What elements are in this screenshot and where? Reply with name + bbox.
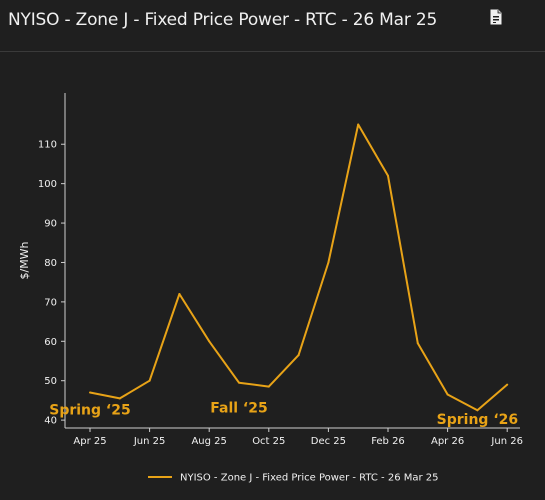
y-tick-label: 110 bbox=[38, 140, 57, 151]
x-tick-label: Jun 26 bbox=[490, 436, 523, 447]
x-tick-label: Aug 25 bbox=[191, 436, 226, 447]
x-tick-label: Jun 25 bbox=[133, 436, 166, 447]
y-tick-label: 100 bbox=[38, 179, 57, 190]
y-tick-label: 80 bbox=[44, 258, 57, 269]
chart-header: NYISO - Zone J - Fixed Price Power - RTC… bbox=[0, 0, 545, 52]
series-line bbox=[89, 123, 508, 412]
data-point bbox=[416, 342, 419, 345]
data-point bbox=[506, 383, 509, 386]
chart-axes: $/MWh bbox=[18, 93, 520, 429]
x-tick-label: Dec 25 bbox=[311, 436, 346, 447]
data-point bbox=[118, 397, 121, 400]
data-point bbox=[327, 261, 330, 264]
legend-label: NYISO - Zone J - Fixed Price Power - RTC… bbox=[180, 473, 439, 484]
x-tick-label: Apr 25 bbox=[73, 436, 106, 447]
x-tick-label: Oct 25 bbox=[252, 436, 285, 447]
data-point bbox=[476, 409, 479, 412]
chart-annotation: Fall ‘25 bbox=[210, 400, 267, 416]
x-tick-label: Apr 26 bbox=[431, 436, 464, 447]
data-point bbox=[446, 393, 449, 396]
chart-annotation: Spring ‘25 bbox=[49, 402, 130, 418]
data-point bbox=[357, 123, 360, 126]
x-tick-label: Feb 26 bbox=[371, 436, 405, 447]
y-tick-label: 50 bbox=[44, 376, 57, 387]
data-point bbox=[387, 174, 389, 177]
chart-title: NYISO - Zone J - Fixed Price Power - RTC… bbox=[8, 10, 438, 30]
data-point bbox=[178, 293, 181, 295]
y-tick-label: 90 bbox=[44, 219, 57, 230]
chart-annotation: Spring ‘26 bbox=[437, 412, 518, 428]
data-point bbox=[148, 379, 151, 382]
data-point bbox=[208, 340, 211, 343]
series-layer bbox=[89, 123, 509, 412]
chart-legend: NYISO - Zone J - Fixed Price Power - RTC… bbox=[148, 473, 439, 484]
y-tick-label: 40 bbox=[44, 416, 57, 427]
axis-ticks: 40 50 60 70 80 90 100 110 Apr 25 Jun 25 Aug 25 Oct … bbox=[38, 140, 523, 447]
data-point bbox=[267, 385, 270, 388]
data-point bbox=[297, 354, 300, 357]
document-export-icon[interactable] bbox=[489, 9, 503, 25]
y-tick-label: 60 bbox=[44, 337, 57, 348]
data-point bbox=[238, 381, 240, 384]
data-point bbox=[89, 391, 91, 394]
y-axis-label: $/MWh bbox=[18, 241, 31, 279]
annotation-layer: Spring ‘25 Fall ‘25 Spring ‘26 bbox=[49, 400, 518, 428]
y-tick-label: 70 bbox=[44, 297, 57, 308]
